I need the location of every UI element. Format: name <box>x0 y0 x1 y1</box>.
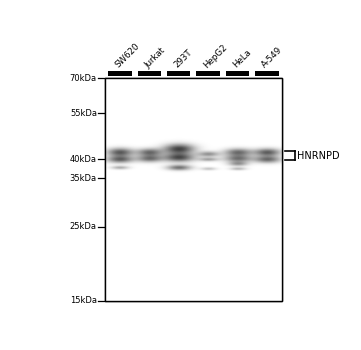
Text: Jurkat: Jurkat <box>143 46 167 70</box>
Text: HNRNPD: HNRNPD <box>297 150 340 161</box>
Bar <box>138 71 161 76</box>
Bar <box>196 71 220 76</box>
Bar <box>226 71 249 76</box>
Text: HeLa: HeLa <box>231 48 253 70</box>
Bar <box>255 71 279 76</box>
Text: 55kDa: 55kDa <box>70 109 97 118</box>
Text: SW620: SW620 <box>114 42 142 70</box>
Bar <box>167 71 191 76</box>
Text: 35kDa: 35kDa <box>70 174 97 183</box>
Text: 15kDa: 15kDa <box>70 296 97 305</box>
Bar <box>105 78 282 301</box>
Text: A-549: A-549 <box>261 46 284 70</box>
Bar <box>108 71 132 76</box>
Text: 293T: 293T <box>172 48 194 70</box>
Text: HepG2: HepG2 <box>202 42 229 70</box>
Text: 40kDa: 40kDa <box>70 155 97 164</box>
Bar <box>105 78 282 301</box>
Text: 25kDa: 25kDa <box>70 223 97 231</box>
Text: 70kDa: 70kDa <box>70 74 97 83</box>
